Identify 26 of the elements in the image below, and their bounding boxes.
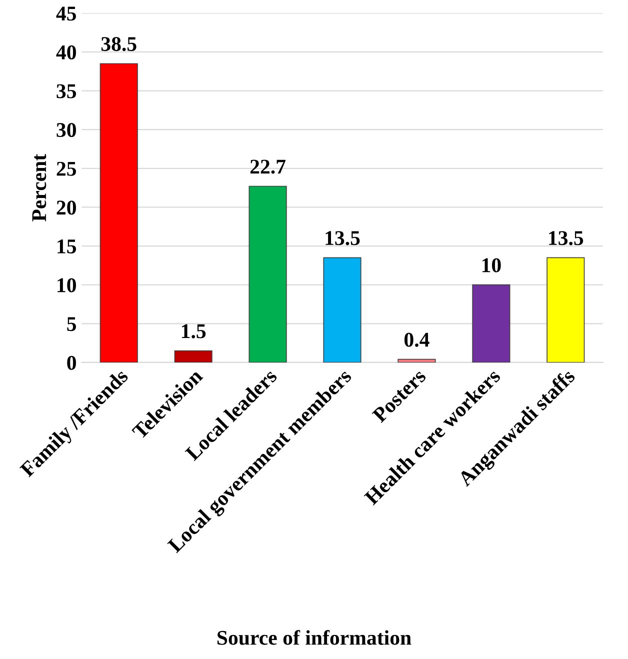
y-tick-label: 45 <box>56 6 76 21</box>
y-tick-label: 15 <box>58 240 76 254</box>
data-label: 1.5 <box>182 324 206 338</box>
bar <box>248 186 287 362</box>
data-label: 13.5 <box>326 231 360 246</box>
x-axis-title: Source of information <box>218 630 412 645</box>
y-tick-label: 20 <box>56 200 76 215</box>
data-label: 0.4 <box>404 332 430 347</box>
data-label: 10 <box>482 258 501 272</box>
bar <box>323 257 362 362</box>
data-label: 13.5 <box>549 231 584 246</box>
bar <box>174 350 212 362</box>
y-tick-label: 10 <box>58 278 76 292</box>
bar <box>100 63 138 362</box>
bar <box>398 358 436 362</box>
y-tick-label: 35 <box>56 84 76 98</box>
y-axis-title: Percent <box>32 154 46 222</box>
y-tick-label: 25 <box>56 162 76 176</box>
data-label: 38.5 <box>101 37 136 52</box>
bar <box>546 257 585 362</box>
y-tick-label: 40 <box>56 45 76 60</box>
y-tick-label: 30 <box>56 122 76 138</box>
data-label: 22.7 <box>250 160 286 174</box>
bar <box>472 284 510 362</box>
y-tick-label: 5 <box>67 317 76 332</box>
y-tick-label: 0 <box>67 356 76 370</box>
